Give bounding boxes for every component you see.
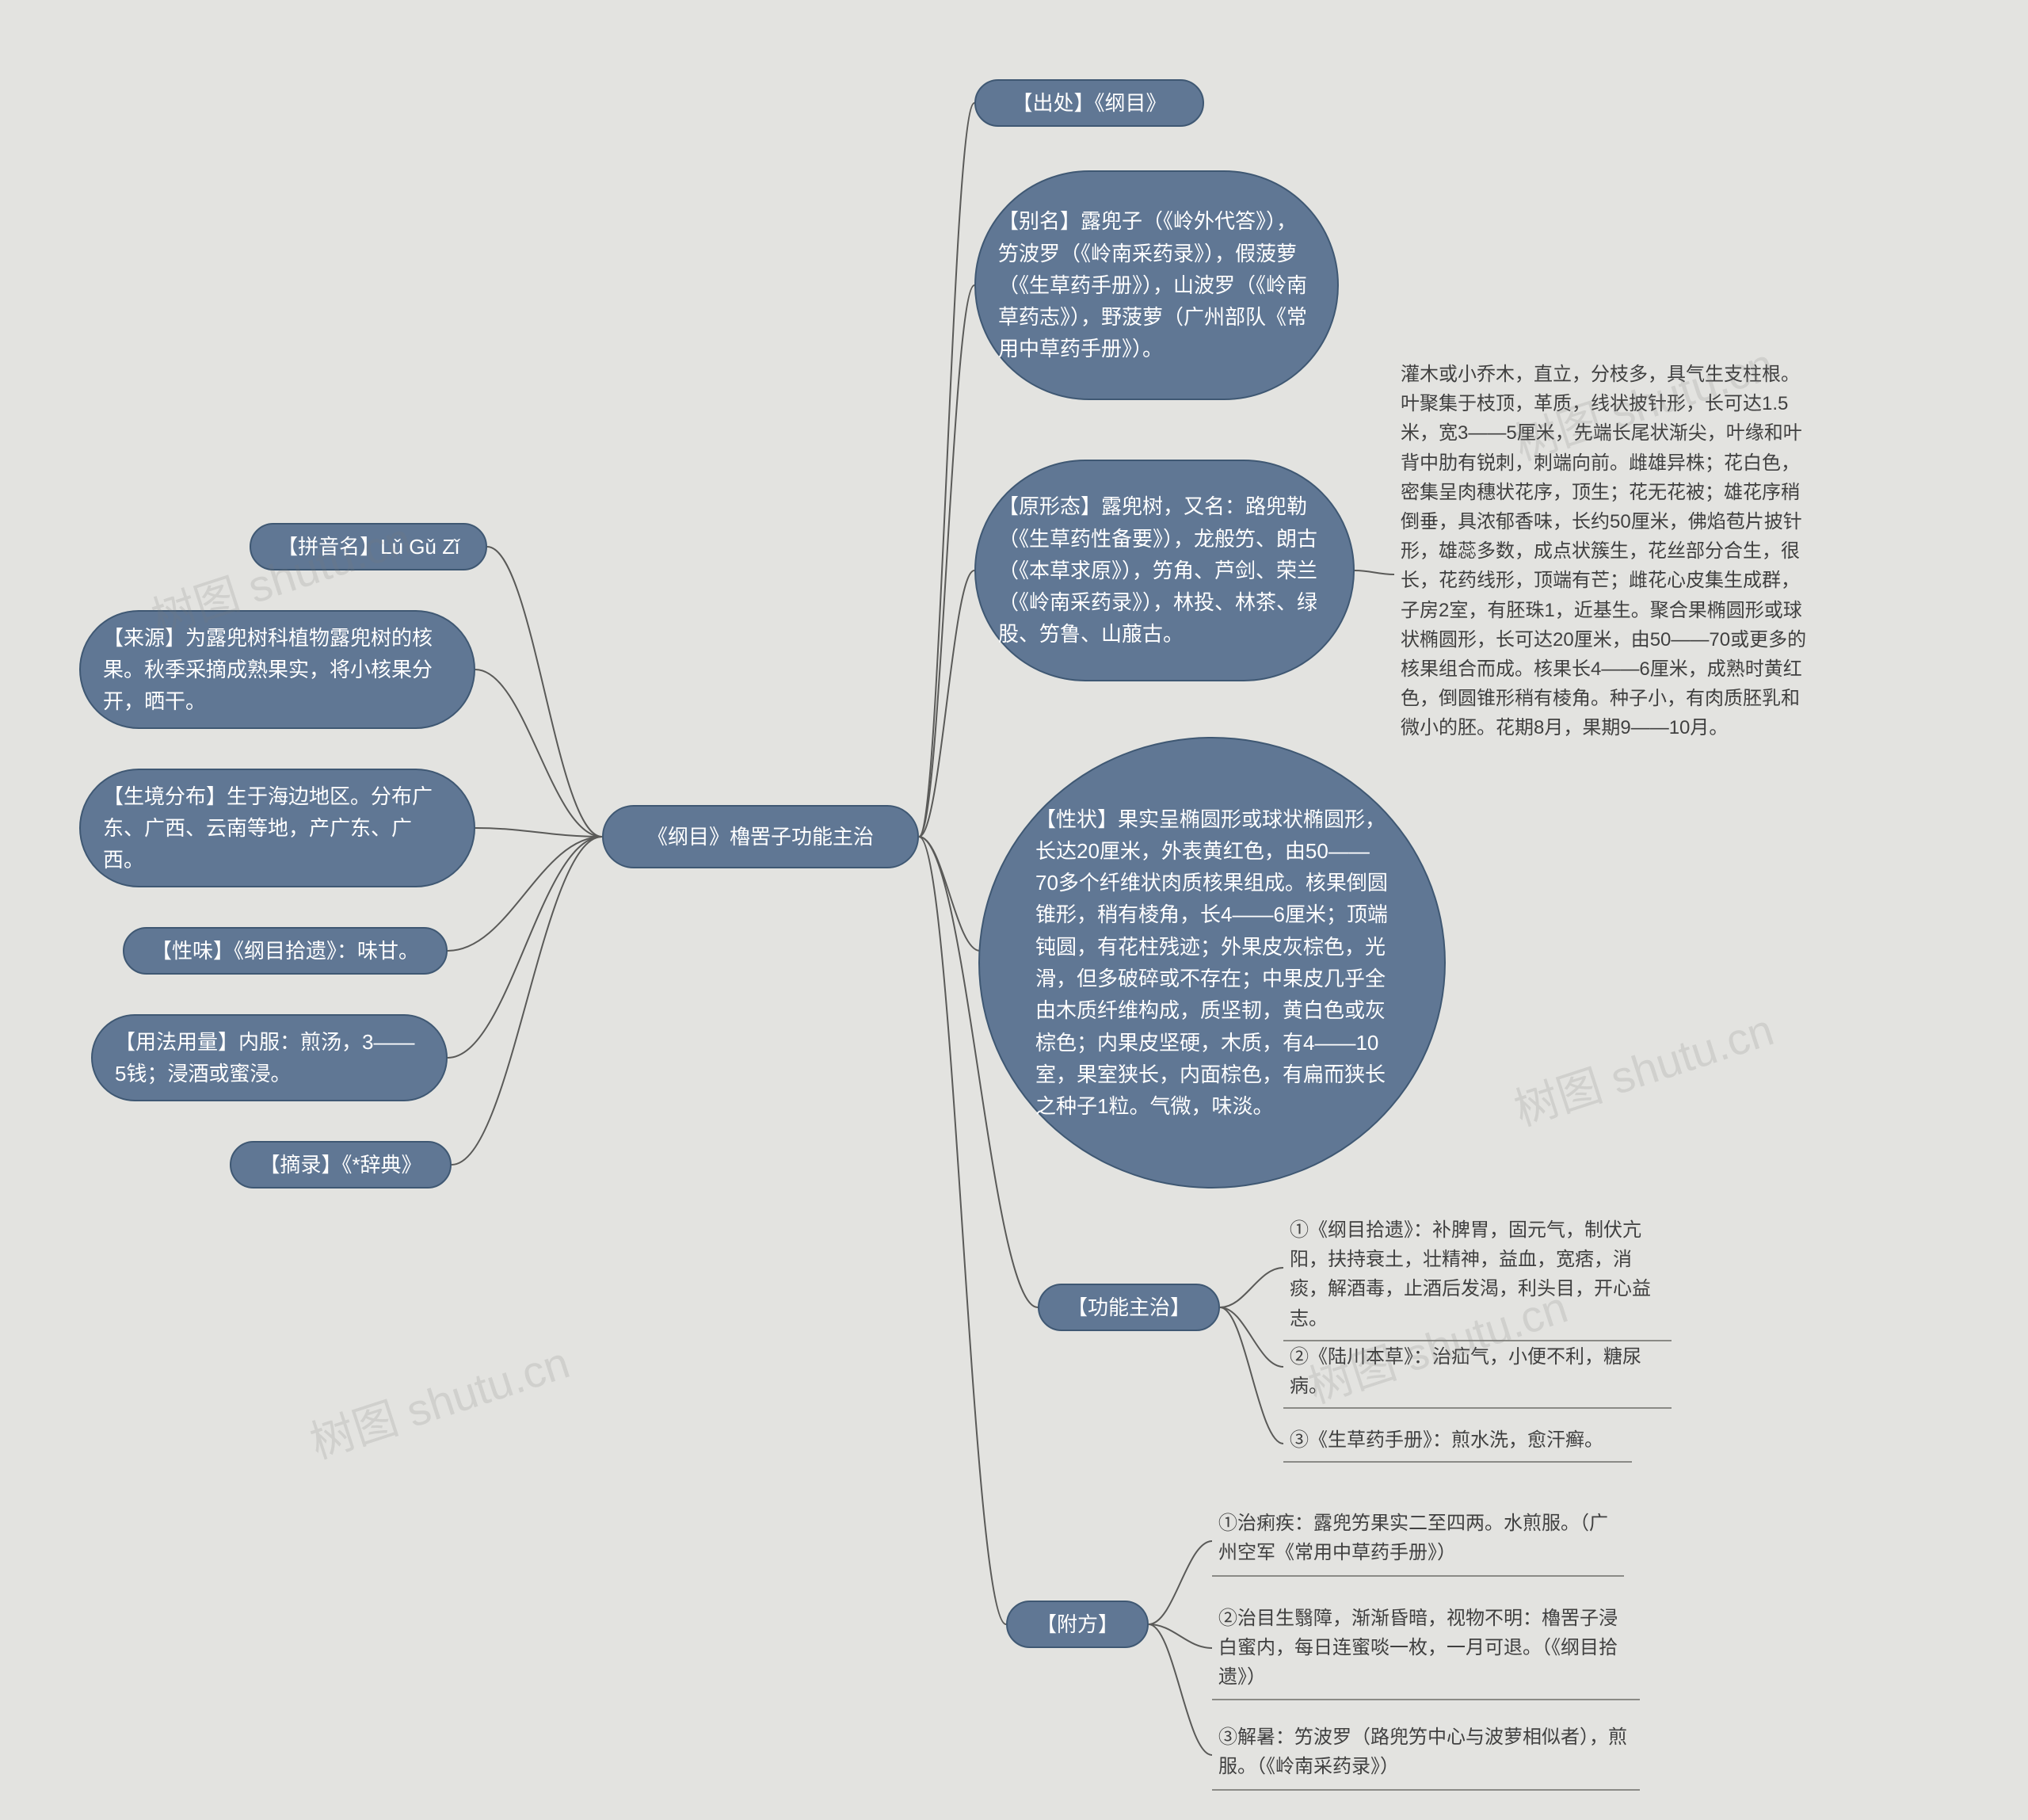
- watermark: 树图 shutu.cn: [301, 1327, 577, 1471]
- watermark: 树图 shutu.cn: [1505, 994, 1781, 1139]
- leaf-r5a: ①《纲目拾遗》：补脾胃，固元气，制伏亢阳，扶持衰土，壮精神，益血，宽痞，消痰，解…: [1283, 1212, 1672, 1341]
- leaf-r5c: ③《生草药手册》：煎水洗，愈汗癣。: [1283, 1422, 1632, 1463]
- node-r1: 【出处】《纲目》: [974, 79, 1204, 127]
- leaf-r6c: ③解暑：竻波罗（路兜竻中心与波萝相似者），煎服。（《岭南采药录》）: [1212, 1719, 1640, 1791]
- node-l2: 【来源】为露兜树科植物露兜树的核果。秋季采摘成熟果实，将小核果分开，晒干。: [79, 610, 475, 729]
- node-l3: 【生境分布】生于海边地区。分布广东、广西、云南等地，产广东、广西。: [79, 769, 475, 887]
- node-r4: 【性状】果实呈椭圆形或球状椭圆形，长达20厘米，外表黄红色，由50——70多个纤…: [978, 737, 1446, 1189]
- node-r3: 【原形态】露兜树，又名：路兜勒（《生草药性备要》），龙般竻、朗古（《本草求原》）…: [974, 460, 1355, 681]
- node-l1: 【拼音名】Lǔ Gǔ Zǐ: [250, 523, 487, 570]
- node-r2: 【别名】露兜子（《岭外代答》），竻波罗（《岭南采药录》），假菠萝（《生草药手册》…: [974, 170, 1339, 400]
- node-r5: 【功能主治】: [1038, 1284, 1220, 1331]
- node-l4: 【性味】《纲目拾遗》：味甘。: [123, 927, 448, 975]
- mindmap-canvas: 《纲目》櫓罟子功能主治 【出处】《纲目》【别名】露兜子（《岭外代答》），竻波罗（《…: [0, 0, 2028, 1820]
- node-l5: 【用法用量】内服：煎汤，3——5钱；浸酒或蜜浸。: [91, 1014, 448, 1101]
- node-root: 《纲目》櫓罟子功能主治: [602, 805, 919, 868]
- node-r6: 【附方】: [1006, 1601, 1149, 1648]
- leaf-r3a: 灌木或小乔木，直立，分枝多，具气生支柱根。叶聚集于枝顶，革质，线状披针形，长可达…: [1394, 357, 1814, 800]
- node-l6: 【摘录】《*辞典》: [230, 1141, 452, 1189]
- leaf-r6b: ②治目生翳障，渐渐昏暗，视物不明：櫓罟子浸白蜜内，每日连蜜啖一枚，一月可退。（《…: [1212, 1601, 1640, 1700]
- leaf-r5b: ②《陆川本草》：治疝气，小便不利，糖尿病。: [1283, 1339, 1672, 1409]
- leaf-r6a: ①治痢疾：露兜竻果实二至四两。水煎服。（广州空军《常用中草药手册》）: [1212, 1505, 1624, 1577]
